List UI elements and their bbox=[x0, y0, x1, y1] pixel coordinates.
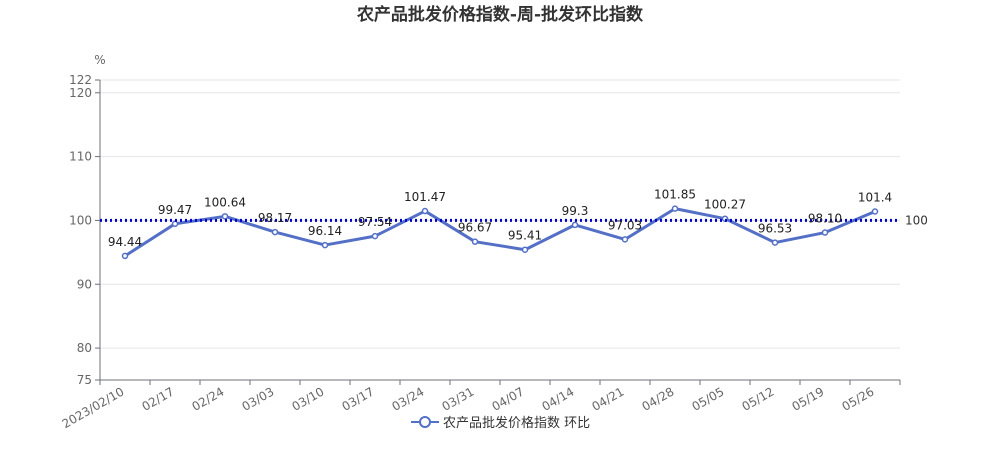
data-point[interactable] bbox=[121, 252, 129, 260]
x-tick-label: 04/21 bbox=[590, 384, 627, 413]
data-point[interactable] bbox=[371, 232, 379, 240]
data-label: 101.4 bbox=[858, 190, 892, 204]
x-tick-label: 02/24 bbox=[190, 384, 227, 413]
x-tick-label: 04/14 bbox=[540, 384, 577, 413]
y-tick-label: 110 bbox=[69, 150, 92, 164]
x-tick-label: 2023/02/10 bbox=[60, 384, 127, 431]
x-tick-label: 03/17 bbox=[340, 384, 377, 413]
y-tick-label: 100 bbox=[69, 213, 92, 227]
x-tick-label: 03/10 bbox=[290, 384, 327, 413]
data-label: 101.85 bbox=[654, 188, 696, 202]
series-line bbox=[124, 207, 876, 258]
x-tick-label: 04/28 bbox=[640, 384, 677, 413]
data-point[interactable] bbox=[171, 220, 179, 228]
legend[interactable]: 农产品批发价格指数 环比 bbox=[411, 415, 590, 431]
data-point[interactable] bbox=[671, 205, 679, 212]
data-label: 96.53 bbox=[758, 222, 792, 236]
data-label: 100.27 bbox=[704, 198, 746, 212]
chart-title: 农产品批发价格指数-周-批发环比指数 bbox=[356, 4, 644, 25]
x-tick-label: 05/26 bbox=[840, 384, 877, 413]
x-tick-label: 02/17 bbox=[140, 384, 177, 413]
data-label: 96.67 bbox=[458, 221, 492, 235]
data-label: 101.47 bbox=[404, 190, 446, 204]
x-tick-label: 04/07 bbox=[490, 384, 527, 413]
y-tick-label: 75 bbox=[77, 373, 92, 387]
data-label: 98.17 bbox=[258, 211, 292, 225]
reference-line-label: 100 bbox=[905, 213, 928, 227]
data-label: 97.03 bbox=[608, 218, 642, 232]
x-tick-label: 05/12 bbox=[740, 384, 777, 413]
x-tick-label: 03/03 bbox=[240, 384, 277, 413]
data-label: 95.41 bbox=[508, 229, 542, 243]
y-tick-label: 80 bbox=[77, 341, 92, 355]
data-labels: 94.44 99.47 100.64 98.17 96.14 97.54 101.47 96.… bbox=[108, 188, 892, 249]
data-point[interactable] bbox=[271, 228, 279, 236]
x-tick-label: 05/19 bbox=[790, 384, 827, 413]
y-axis-unit: % bbox=[94, 53, 105, 67]
data-label: 99.47 bbox=[158, 203, 192, 217]
x-tick-label: 03/31 bbox=[440, 384, 477, 413]
y-tick-label: 120 bbox=[69, 86, 92, 100]
data-label: 100.64 bbox=[204, 195, 246, 209]
reference-line-group: 100 bbox=[100, 213, 928, 227]
data-point[interactable] bbox=[621, 236, 629, 243]
data-point[interactable] bbox=[221, 213, 229, 220]
legend-label: 农产品批发价格指数 环比 bbox=[443, 415, 590, 431]
y-tick-label: 122 bbox=[69, 73, 92, 87]
data-point[interactable] bbox=[821, 229, 829, 236]
data-label: 94.44 bbox=[108, 235, 142, 249]
data-label: 96.14 bbox=[308, 224, 342, 238]
legend-marker-icon bbox=[419, 416, 431, 428]
data-point[interactable] bbox=[421, 207, 429, 215]
data-label: 99.3 bbox=[562, 204, 589, 218]
data-label: 97.54 bbox=[358, 215, 392, 229]
data-point[interactable] bbox=[521, 246, 529, 253]
y-tick-label: 90 bbox=[77, 277, 92, 291]
data-point[interactable] bbox=[571, 221, 579, 229]
data-label: 98.10 bbox=[808, 212, 842, 226]
x-tick-label: 05/05 bbox=[690, 384, 727, 413]
data-point[interactable] bbox=[771, 239, 779, 246]
x-tick-label: 03/24 bbox=[390, 384, 427, 413]
data-point[interactable] bbox=[321, 241, 329, 249]
data-point[interactable] bbox=[871, 208, 879, 215]
data-point[interactable] bbox=[471, 238, 479, 245]
